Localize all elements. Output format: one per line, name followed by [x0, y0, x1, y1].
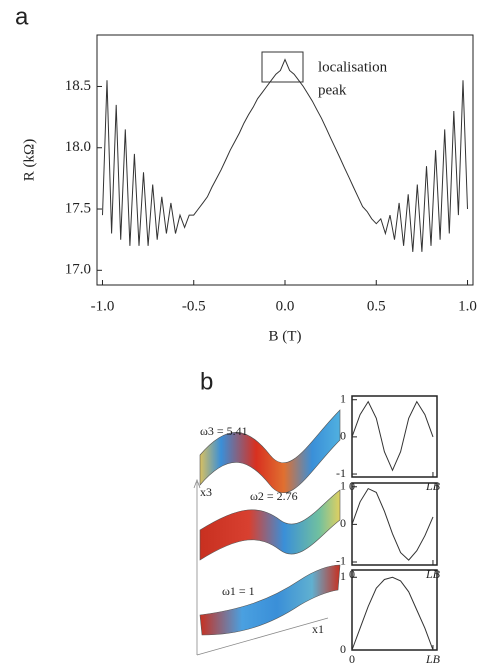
panel-label: a [15, 3, 29, 30]
y-tick-label: 18.5 [65, 78, 91, 94]
data-line [351, 487, 434, 561]
plot-frame [351, 569, 438, 651]
x-tick-label: -0.5 [182, 298, 206, 314]
axis-label: x3 [200, 485, 212, 499]
annotation-box [261, 51, 304, 83]
y-tick-label: 0 [340, 642, 346, 656]
y-tick-label: 1 [340, 391, 346, 405]
data-line [351, 400, 434, 472]
y-tick-label: 17.0 [65, 262, 91, 278]
ribbons [193, 409, 341, 656]
y-tick-label: 1 [340, 569, 346, 583]
x-tick-label: 0.0 [276, 298, 295, 314]
annotation: localisation [318, 59, 388, 75]
x-tick-label: 1.0 [458, 298, 477, 314]
y-tick-label: 18.0 [65, 139, 91, 155]
y-tick-label: -1 [336, 554, 346, 568]
x-axis-label: B (T) [269, 328, 302, 344]
plot-frame [96, 34, 474, 286]
x-tick-label: -1.0 [91, 298, 115, 314]
x-tick-label: 0 [349, 652, 355, 663]
y-axis-label: R (kΩ) [21, 139, 37, 181]
mode-label: ω3 = 5.41 [200, 424, 248, 438]
y-tick-label: 0 [340, 429, 346, 443]
x-tick-label: LB [425, 567, 441, 581]
plot-frame [351, 482, 438, 566]
x-tick-label: 0.5 [367, 298, 386, 314]
mode-label: ω1 = 1 [222, 584, 255, 598]
y-tick-label: 17.5 [65, 200, 91, 216]
x-tick-label: LB [425, 652, 441, 663]
data-line [351, 576, 434, 651]
axis-label: x1 [312, 622, 324, 636]
data-line [102, 58, 468, 252]
panel-label: b [200, 368, 213, 395]
y-tick-label: 1 [340, 479, 346, 493]
x-tick-label: LB [425, 479, 441, 493]
y-tick-label: -1 [336, 466, 346, 480]
mode-label: ω2 = 2.76 [250, 489, 298, 503]
annotation: peak [318, 82, 347, 98]
y-tick-label: 0 [340, 516, 346, 530]
